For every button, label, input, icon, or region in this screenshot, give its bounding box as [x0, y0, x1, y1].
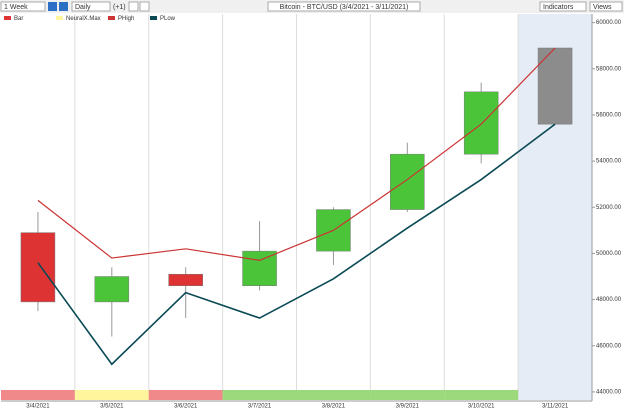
candle-body	[242, 250, 277, 286]
x-tick-label: 3/4/2021	[26, 404, 50, 410]
legend-swatch	[108, 16, 115, 20]
interval-label: Daily	[75, 4, 91, 11]
views-label: Views	[593, 4, 612, 11]
signal-cell	[74, 390, 149, 400]
indicator-line	[37, 47, 556, 261]
y-tick-label: 54000.00	[596, 159, 622, 165]
legend-label: PHigh	[118, 16, 134, 22]
offset-plus[interactable]	[128, 1, 139, 12]
signal-cell	[296, 390, 371, 400]
signal-cell	[148, 390, 223, 400]
signal-cell	[444, 390, 519, 400]
views-dropdown[interactable]	[589, 1, 623, 12]
candle-body	[20, 232, 56, 303]
x-tick-label: 3/7/2021	[248, 404, 272, 410]
signal-cell	[370, 390, 445, 400]
indicators-dropdown[interactable]	[539, 1, 587, 12]
y-tick-label: 46000.00	[596, 343, 622, 349]
period-dropdown[interactable]	[0, 1, 46, 12]
legend-label: NeuralX.Max	[66, 16, 101, 22]
offset-label: (+1)	[113, 4, 126, 11]
y-tick-label: 60000.00	[596, 20, 622, 26]
legend-swatch	[150, 16, 157, 20]
title-box	[267, 1, 421, 12]
y-tick-label: 58000.00	[596, 66, 622, 72]
legend-label: Bar	[14, 16, 23, 22]
y-tick-label: 56000.00	[596, 113, 622, 119]
x-tick-label: 3/11/2021	[542, 404, 569, 410]
x-tick-label: 3/6/2021	[174, 404, 198, 410]
indicators-label: Indicators	[543, 4, 574, 11]
candle-body	[390, 153, 425, 210]
x-tick-label: 3/5/2021	[100, 404, 124, 410]
legend-swatch	[4, 16, 11, 20]
zoom-out[interactable]	[59, 2, 68, 11]
y-tick-label: 48000.00	[596, 297, 622, 303]
indicator-line	[37, 123, 556, 366]
candle-body	[94, 276, 130, 303]
candle-body	[463, 91, 499, 155]
legend-label: PLow	[160, 16, 176, 22]
offset-minus[interactable]	[139, 1, 150, 12]
signal-cell	[222, 390, 297, 400]
period-label: 1 Week	[4, 4, 28, 11]
chart-title: Bitcoin - BTC/USD (3/4/2021 - 3/11/2021)	[280, 4, 409, 11]
signal-cell	[1, 390, 75, 400]
y-tick-label: 50000.00	[596, 251, 622, 257]
x-tick-label: 3/8/2021	[322, 404, 346, 410]
y-tick-label: 44000.00	[596, 389, 622, 395]
candle-body	[168, 273, 203, 286]
zoom-in[interactable]	[48, 2, 57, 11]
x-tick-label: 3/10/2021	[468, 404, 495, 410]
interval-dropdown[interactable]	[71, 1, 111, 12]
y-tick-label: 52000.00	[596, 205, 622, 211]
legend-swatch	[56, 16, 63, 20]
x-tick-label: 3/9/2021	[396, 404, 420, 410]
